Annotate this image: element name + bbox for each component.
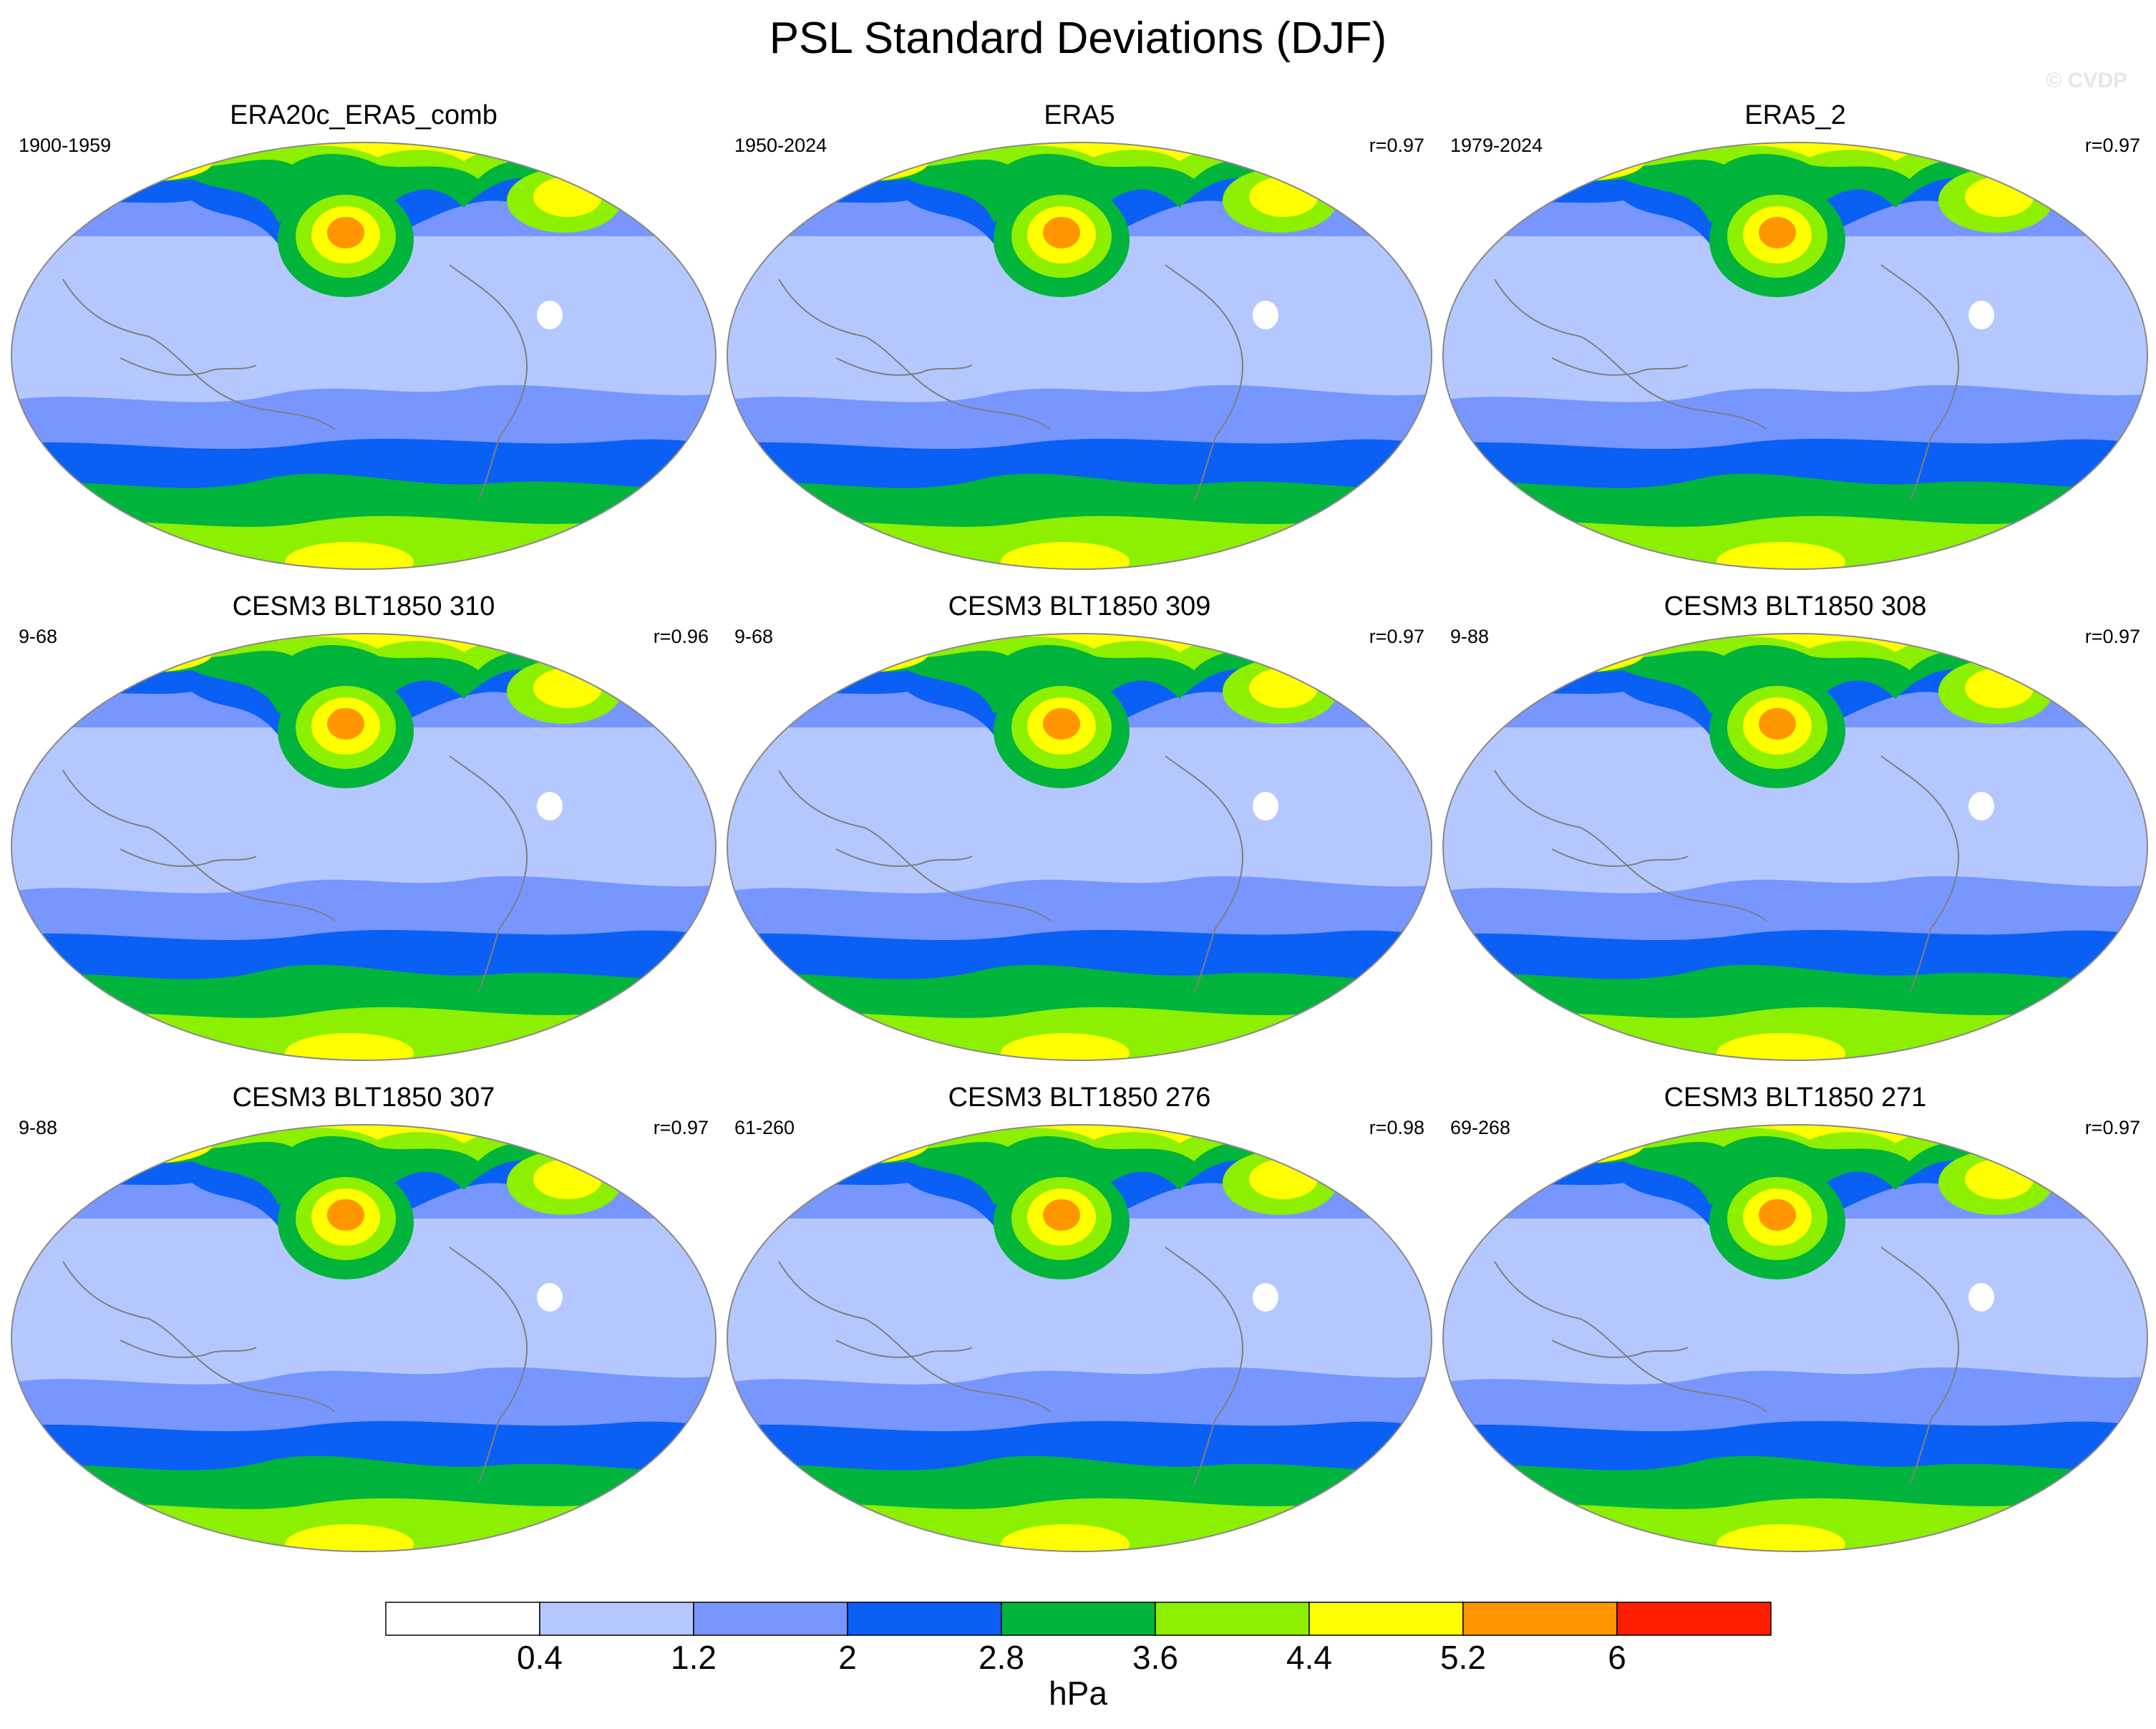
map-outline: [11, 633, 717, 1061]
map-outline: [11, 1124, 717, 1552]
colorbar-level-label: 0.4: [517, 1639, 563, 1672]
colorbar-level-label: 2.8: [979, 1639, 1024, 1672]
map-outline: [1442, 142, 2148, 570]
colorbar-swatch: [385, 1602, 540, 1636]
panel-correlation: r=0.96: [653, 626, 709, 647]
panel-title: CESM3 BLT1850 276: [948, 1083, 1211, 1113]
panel-years: 61-260: [734, 1117, 795, 1138]
robinson-map: [1442, 142, 2148, 570]
panel-correlation: r=0.98: [1369, 1117, 1424, 1138]
panel-title: CESM3 BLT1850 271: [1664, 1083, 1927, 1113]
map-panel: CESM3 BLT1850 310 9-68 r=0.96: [6, 591, 722, 1093]
colorbar-level-label: 1.2: [671, 1639, 717, 1672]
panel-title: CESM3 BLT1850 310: [232, 591, 495, 621]
panel-correlation: r=0.97: [2084, 135, 2140, 156]
panel-years: 9-68: [19, 626, 58, 647]
panel-years: 69-268: [1450, 1117, 1511, 1138]
panel-years: 1900-1959: [19, 135, 112, 156]
map-outline: [1442, 633, 2148, 1061]
colorbar-swatch: [1001, 1602, 1156, 1636]
robinson-map: [727, 142, 1432, 570]
map-outline: [727, 1124, 1432, 1552]
colorbar-swatch: [693, 1602, 848, 1636]
panel-years: 9-68: [734, 626, 774, 647]
colorbar-swatch: [1155, 1602, 1310, 1636]
colorbar-swatch: [1308, 1602, 1464, 1636]
panel-years: 1979-2024: [1450, 135, 1543, 156]
robinson-map: [1442, 1124, 2148, 1552]
panel-years: 9-88: [19, 1117, 58, 1138]
panel-correlation: r=0.97: [1369, 135, 1424, 156]
map-outline: [727, 142, 1432, 570]
robinson-map: [11, 1124, 717, 1552]
colorbar-level-label: 3.6: [1132, 1639, 1178, 1672]
panel-correlation: r=0.97: [2084, 1117, 2140, 1138]
map-panel: CESM3 BLT1850 276 61-260 r=0.98: [722, 1083, 1437, 1584]
map-outline: [1442, 1124, 2148, 1552]
panel-correlation: r=0.97: [653, 1117, 709, 1138]
map-panel: ERA5 1950-2024 r=0.97: [722, 100, 1437, 601]
colorbar-unit: hPa: [1049, 1675, 1107, 1712]
watermark: © CVDP: [2046, 69, 2127, 92]
map-outline: [11, 142, 717, 570]
panel-title: ERA20c_ERA5_comb: [230, 100, 497, 130]
colorbar-swatch: [847, 1602, 1002, 1636]
robinson-map: [11, 142, 717, 570]
colorbar: 0.4 1.2 2 2.8 3.6 4.4 5.2 6: [385, 1602, 1772, 1672]
panel-correlation: r=0.97: [1369, 626, 1424, 647]
robinson-map: [1442, 633, 2148, 1061]
colorbar-swatch: [539, 1602, 694, 1636]
map-panel: ERA5_2 1979-2024 r=0.97: [1437, 100, 2153, 601]
map-panel: ERA20c_ERA5_comb 1900-1959: [6, 100, 722, 601]
panel-title: ERA5: [1044, 100, 1115, 130]
colorbar-level-label: 6: [1608, 1639, 1626, 1672]
map-outline: [727, 633, 1432, 1061]
panel-title: ERA5_2: [1744, 100, 1846, 130]
colorbar-level-label: 5.2: [1440, 1639, 1486, 1672]
figure-title: PSL Standard Deviations (DJF): [769, 14, 1387, 63]
colorbar-level-label: 4.4: [1286, 1639, 1332, 1672]
colorbar-swatch: [1462, 1602, 1618, 1636]
panel-title: CESM3 BLT1850 307: [232, 1083, 495, 1113]
colorbar-swatch: [1616, 1602, 1772, 1636]
robinson-map: [727, 633, 1432, 1061]
map-panel: CESM3 BLT1850 271 69-268 r=0.97: [1437, 1083, 2153, 1584]
map-panel: CESM3 BLT1850 309 9-68 r=0.97: [722, 591, 1437, 1093]
robinson-map: [11, 633, 717, 1061]
panel-correlation: r=0.97: [2084, 626, 2140, 647]
map-panel: CESM3 BLT1850 307 9-88 r=0.97: [6, 1083, 722, 1584]
panel-title: CESM3 BLT1850 309: [948, 591, 1211, 621]
panel-years: 1950-2024: [734, 135, 827, 156]
robinson-map: [727, 1124, 1432, 1552]
panel-title: CESM3 BLT1850 308: [1664, 591, 1927, 621]
map-panel: CESM3 BLT1850 308 9-88 r=0.97: [1437, 591, 2153, 1093]
panel-years: 9-88: [1450, 626, 1490, 647]
colorbar-level-label: 2: [838, 1639, 857, 1672]
